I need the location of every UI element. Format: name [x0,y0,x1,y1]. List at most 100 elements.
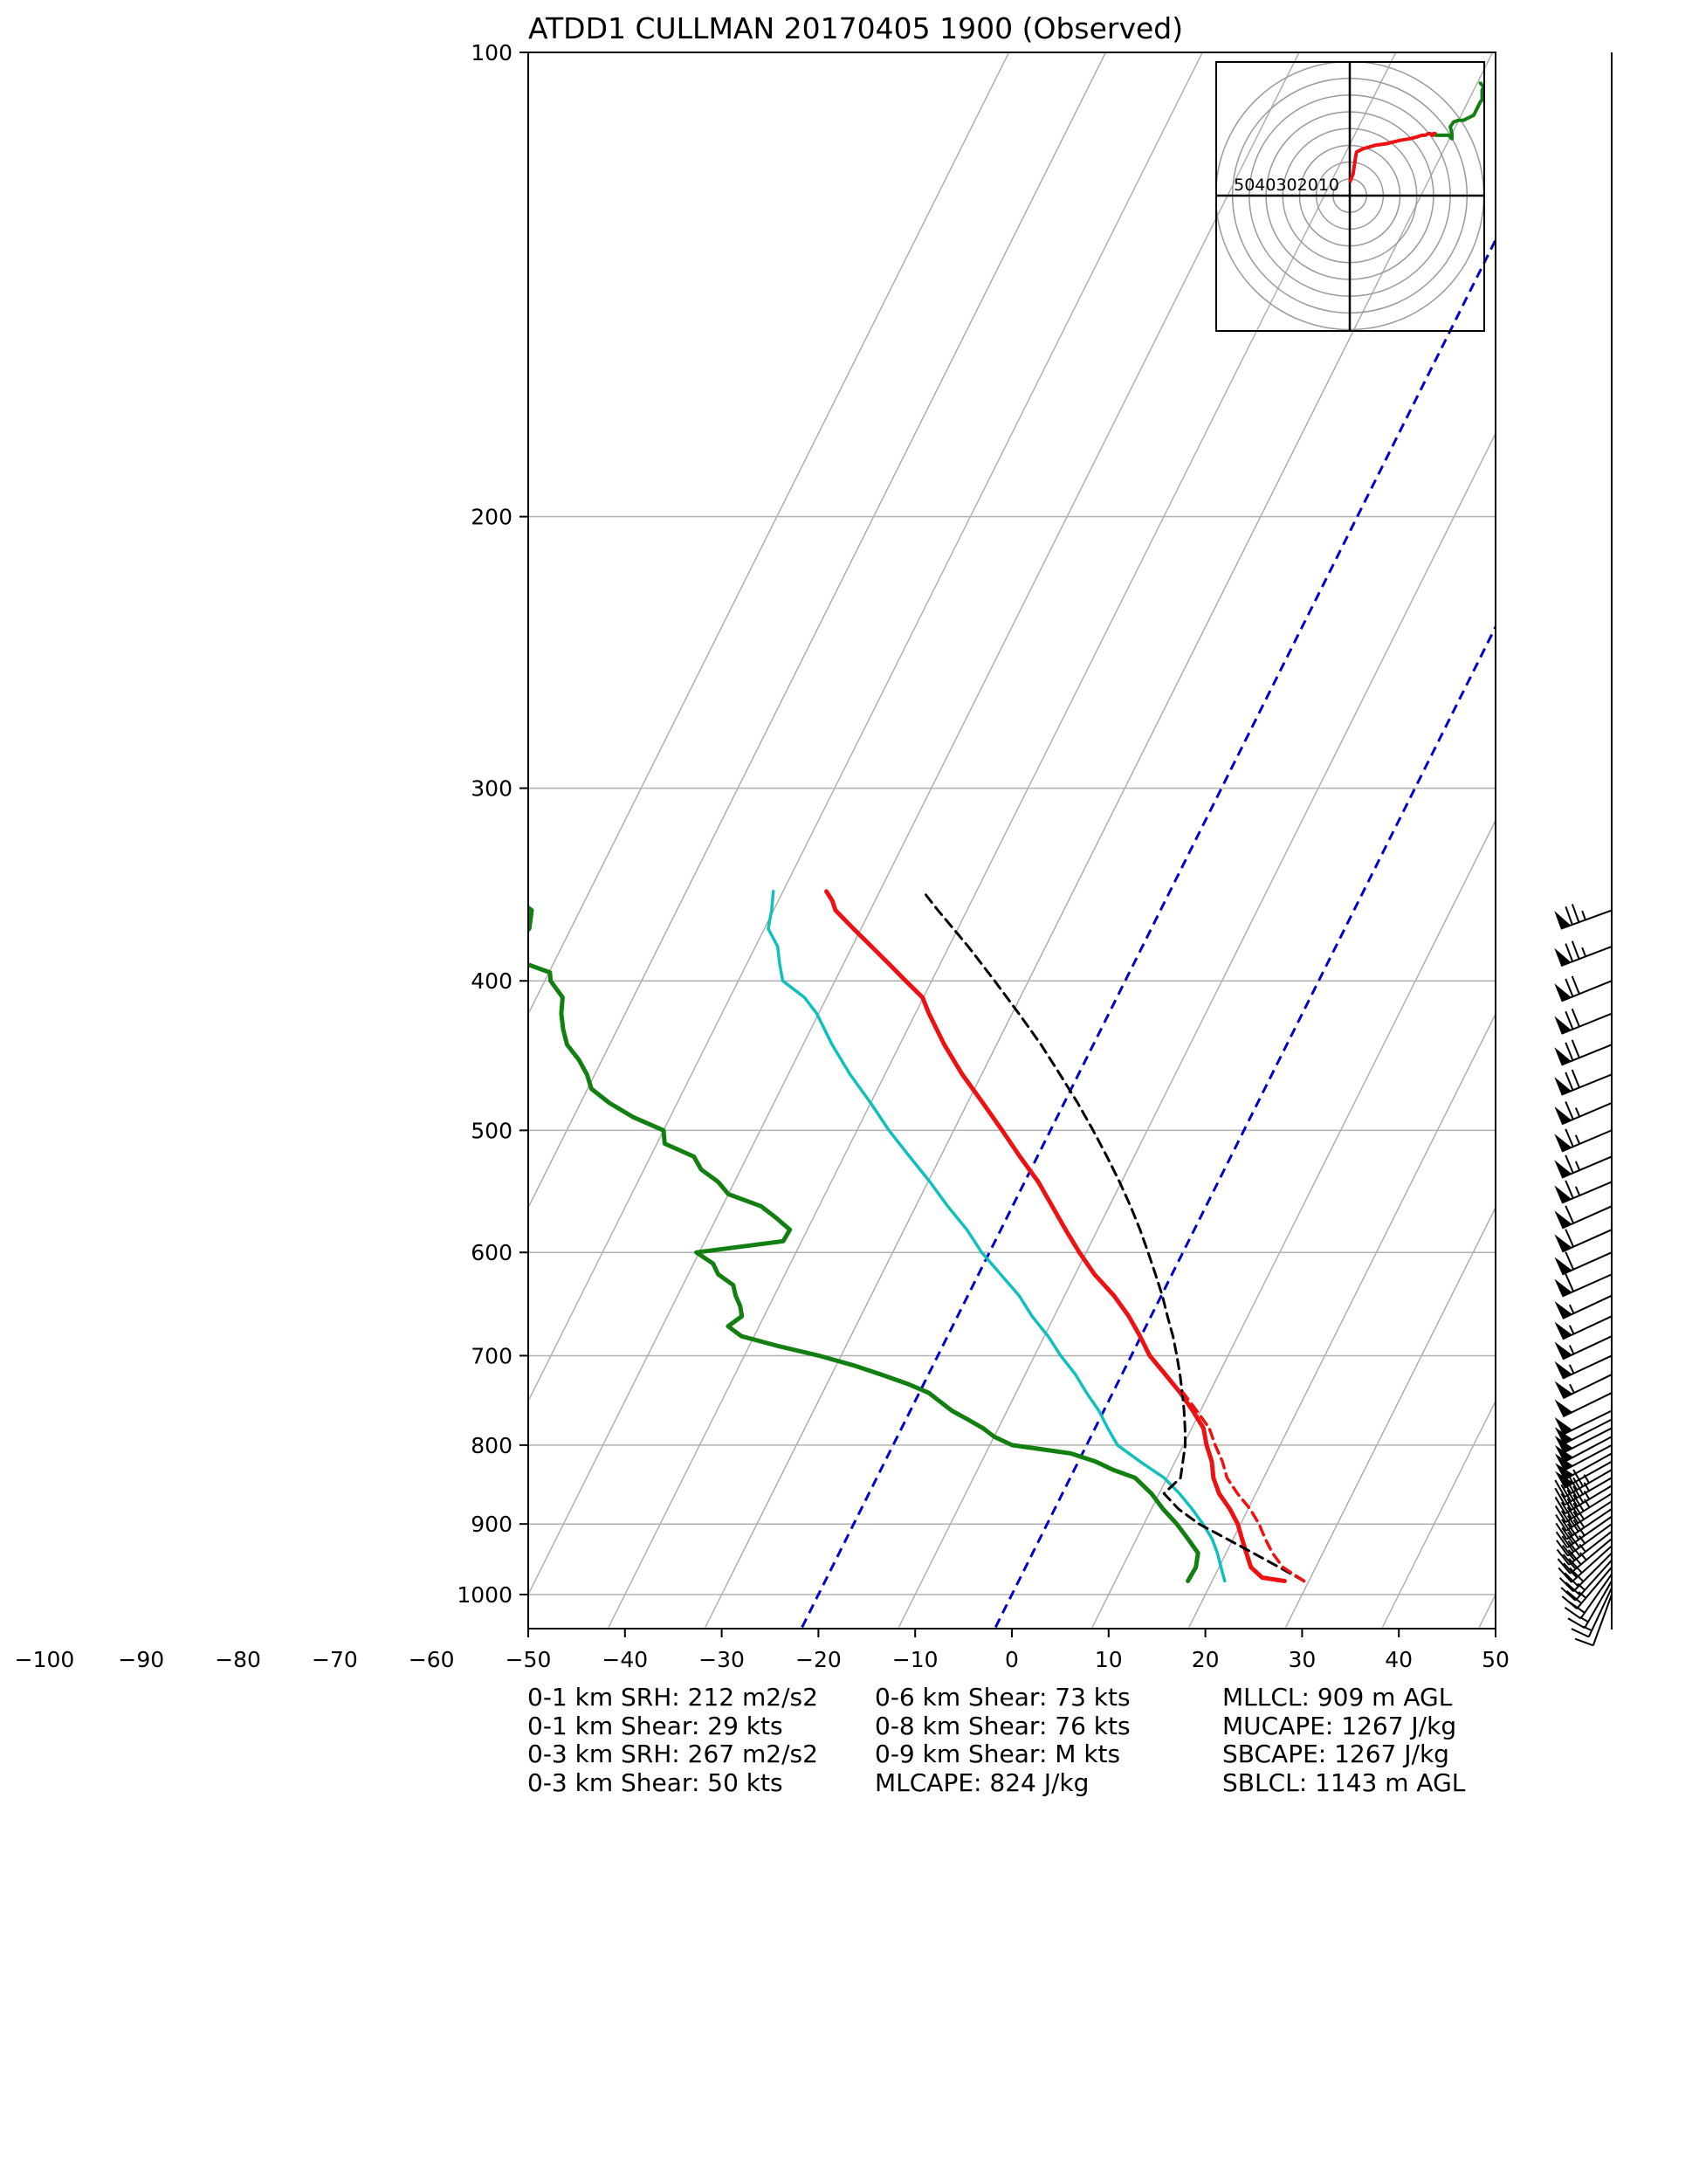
x-tick-label: 40 [1385,1647,1413,1672]
stat-shear-0-6km: 0-6 km Shear: 73 kts [875,1683,1131,1712]
virtual-temperature-profile-line [1181,1391,1306,1583]
wind-barb [1554,1418,1613,1445]
wind-barb [1554,1069,1613,1096]
stat-sblcl: SBLCL: 1143 m AGL [1222,1767,1466,1797]
wind-barb [1554,1273,1613,1298]
isotherm-line [528,52,1203,1403]
wind-barb [1556,1523,1613,1557]
wetbulb-profile-line [767,890,1227,1583]
x-tick-label: −60 [409,1647,455,1672]
isotherm-line [1673,52,1699,1627]
stats-column-shear-srh: 0-1 km SRH: 212 m2/s2 0-1 km Shear: 29 k… [527,1683,818,1797]
wind-barb [1558,1545,1613,1583]
wind-barb [1556,1530,1613,1566]
x-tick-label: −10 [892,1647,939,1672]
wind-barb [1554,1436,1613,1464]
y-tick-label: 700 [471,1343,512,1368]
y-tick-label: 1000 [457,1582,512,1608]
highlighted-isotherm-line [994,624,1496,1629]
x-tick-label: −50 [506,1647,552,1672]
wind-barb [1554,940,1613,968]
wind-barb [1555,1500,1613,1532]
isotherm-line [1091,818,1496,1628]
stat-srh-0-3km: 0-3 km SRH: 267 m2/s2 [527,1740,818,1768]
isotherm-line [898,431,1496,1628]
wind-barb [1554,975,1613,1002]
dewpoint-profile-line [528,905,1200,1583]
isotherm-line [705,52,1494,1628]
wind-barb [1554,1180,1613,1204]
x-tick-label: −20 [795,1647,842,1672]
wind-barb [1554,1008,1613,1035]
stat-shear-0-8km: 0-8 km Shear: 76 kts [875,1711,1131,1740]
isotherm-line [528,52,1010,1016]
y-tick-label: 100 [471,40,512,65]
y-tick-label: 300 [471,776,512,802]
x-tick-label: 50 [1482,1647,1510,1672]
wind-barb [1554,1392,1613,1418]
wind-barb [1554,1485,1613,1515]
wind-barb [1554,1128,1613,1153]
wind-barb [1554,1205,1613,1230]
x-tick-label: −80 [215,1647,261,1672]
wind-barb [1554,1154,1613,1179]
wind-barb [1554,1039,1613,1066]
stat-mucape: MUCAPE: 1267 J/kg [1222,1711,1457,1740]
isotherm-line [1381,1399,1496,1628]
y-tick-label: 500 [471,1118,512,1143]
wind-barb [1554,1409,1613,1436]
stat-mlcape: MLCAPE: 824 J/kg [875,1767,1090,1797]
parcel-profile-line [921,890,1306,1582]
wind-barb [1554,1335,1613,1361]
x-tick-label: −90 [118,1647,164,1672]
hodograph-frame [1215,61,1485,332]
isotherm-line [608,52,1397,1628]
stats-column-deep-shear: 0-6 km Shear: 73 kts 0-8 km Shear: 76 kt… [875,1683,1131,1797]
wind-barb [1554,904,1613,930]
wind-barb [1554,1374,1613,1400]
wind-barb [1554,1492,1613,1524]
wind-barb [1555,1515,1613,1549]
wind-barb [1554,1101,1613,1126]
isotherm-line [1285,1206,1496,1628]
wind-barb [1555,1452,1613,1481]
y-tick-label: 800 [471,1433,512,1458]
y-tick-label: 600 [471,1240,512,1265]
x-tick-label: 0 [1005,1647,1019,1672]
wind-barb [1561,1567,1613,1609]
chart-title: ATDD1 CULLMAN 20170405 1900 (Observed) [528,11,1183,45]
wind-barb [1574,1594,1613,1647]
x-tick-label: 30 [1288,1647,1316,1672]
x-tick-label: 10 [1095,1647,1123,1672]
x-tick-label: −100 [15,1647,75,1672]
wind-barb [1555,1508,1613,1540]
wind-barb [1560,1559,1613,1602]
isotherm-line [1478,1593,1496,1628]
wind-barb [1554,1354,1613,1380]
hodograph-low-level-trace [1348,132,1437,183]
wind-barb [1554,1251,1613,1276]
isotherm-line [1188,1012,1496,1628]
stat-srh-0-1km: 0-1 km SRH: 212 m2/s2 [527,1683,818,1712]
isotherm-line [528,52,1107,1209]
stat-shear-0-9km: 0-9 km Shear: M kts [875,1740,1121,1768]
y-tick-label: 200 [471,505,512,530]
wind-barb [1554,1315,1613,1340]
stat-sbcape: SBCAPE: 1267 J/kg [1222,1740,1449,1768]
stats-column-cape-lcl: MLLCL: 909 m AGL MUCAPE: 1267 J/kg SBCAP… [1222,1683,1466,1797]
highlighted-isotherm-line [801,237,1496,1629]
stat-shear-0-3km: 0-3 km Shear: 50 kts [527,1767,783,1797]
wind-barb [1554,1477,1613,1506]
hodograph: 5040302010 [1215,61,1485,332]
y-tick-label: 900 [471,1512,512,1537]
wind-barb [1554,1229,1613,1253]
hodograph-upper-level-trace [1434,81,1484,141]
stat-mllcl: MLLCL: 909 m AGL [1222,1683,1453,1712]
temperature-profile-line [824,889,1287,1583]
hodograph-ring-labels: 5040302010 [1234,176,1339,195]
wind-barb [1557,1538,1613,1574]
x-tick-label: −30 [698,1647,745,1672]
x-tick-label: −40 [602,1647,648,1672]
x-tick-label: 20 [1192,1647,1220,1672]
